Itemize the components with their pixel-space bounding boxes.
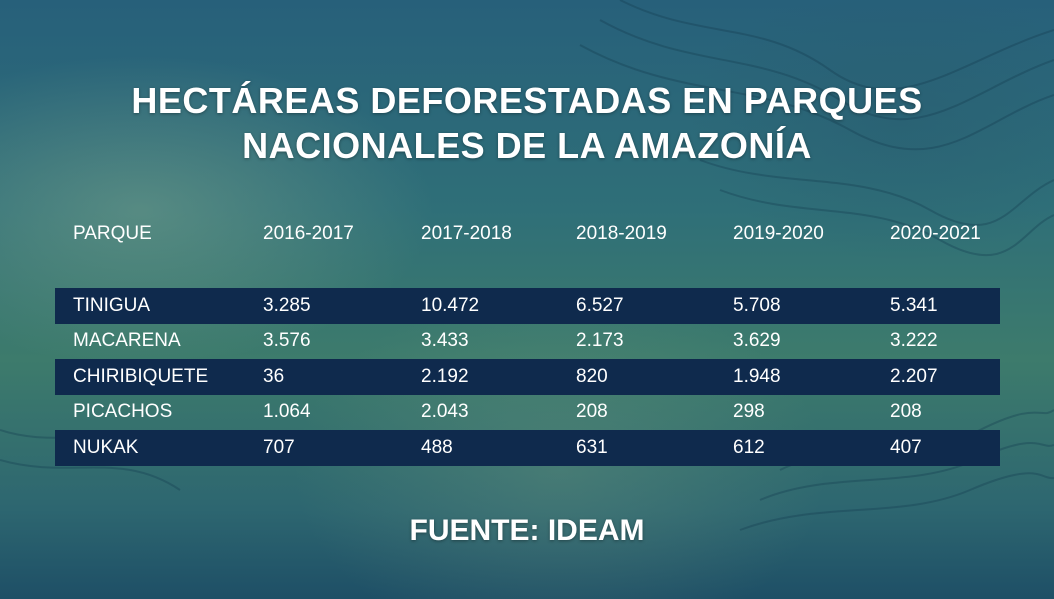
table-cell: 488 [421, 436, 453, 458]
table-cell: 2.207 [890, 365, 938, 387]
table-row-macarena: MACARENA 3.576 3.433 2.173 3.629 3.222 [55, 324, 1000, 360]
table-cell: TINIGUA [73, 294, 151, 316]
column-header-2016-2017: 2016-2017 [263, 223, 354, 244]
table-cell: 1.948 [733, 365, 781, 387]
column-header-2018-2019: 2018-2019 [576, 223, 667, 244]
table-row-picachos: PICACHOS 1.064 2.043 208 298 208 [55, 395, 1000, 431]
table-cell: 208 [576, 401, 608, 423]
title-line-2: NACIONALES DE LA AMAZONÍA [242, 125, 812, 166]
table-cell: 2.043 [421, 401, 469, 423]
title-line-1: HECTÁREAS DEFORESTADAS EN PARQUES [131, 80, 923, 121]
header-spacer [55, 252, 1000, 288]
chart-title: HECTÁREAS DEFORESTADAS EN PARQUES NACION… [0, 78, 1054, 168]
column-header-parque: PARQUE [73, 223, 152, 244]
column-header-2020-2021: 2020-2021 [890, 223, 981, 244]
table-cell: 5.341 [890, 294, 938, 316]
table-row-tinigua: TINIGUA 3.285 10.472 6.527 5.708 5.341 [55, 288, 1000, 324]
table-cell: 1.064 [263, 401, 311, 423]
table-cell: 5.708 [733, 294, 781, 316]
table-cell: 2.173 [576, 330, 624, 352]
table-cell: NUKAK [73, 436, 139, 458]
table-cell: 208 [890, 401, 922, 423]
table-cell: 3.576 [263, 330, 311, 352]
column-header-2017-2018: 2017-2018 [421, 223, 512, 244]
table-cell: 707 [263, 436, 295, 458]
table-cell: 820 [576, 365, 608, 387]
table-header-row: PARQUE 2016-2017 2017-2018 2018-2019 201… [55, 216, 1000, 252]
table-cell: 3.285 [263, 294, 311, 316]
table-cell: 3.629 [733, 330, 781, 352]
table-cell: 631 [576, 436, 608, 458]
table-row-nukak: NUKAK 707 488 631 612 407 [55, 430, 1000, 466]
table-cell: CHIRIBIQUETE [73, 365, 209, 387]
table-cell: 6.527 [576, 294, 624, 316]
table-cell: PICACHOS [73, 401, 173, 423]
source-credit: FUENTE: IDEAM [409, 514, 645, 547]
table-cell: 3.433 [421, 330, 469, 352]
table-cell: 298 [733, 401, 765, 423]
table-cell: 10.472 [421, 294, 480, 316]
table-cell: 407 [890, 436, 922, 458]
table-cell: MACARENA [73, 330, 181, 352]
table-cell: 612 [733, 436, 765, 458]
column-header-2019-2020: 2019-2020 [733, 223, 824, 244]
table-cell: 36 [263, 365, 285, 387]
table-cell: 3.222 [890, 330, 938, 352]
table-row-chiribiquete: CHIRIBIQUETE 36 2.192 820 1.948 2.207 [55, 359, 1000, 395]
deforestation-table: PARQUE 2016-2017 2017-2018 2018-2019 201… [55, 216, 1000, 466]
table-cell: 2.192 [421, 365, 469, 387]
